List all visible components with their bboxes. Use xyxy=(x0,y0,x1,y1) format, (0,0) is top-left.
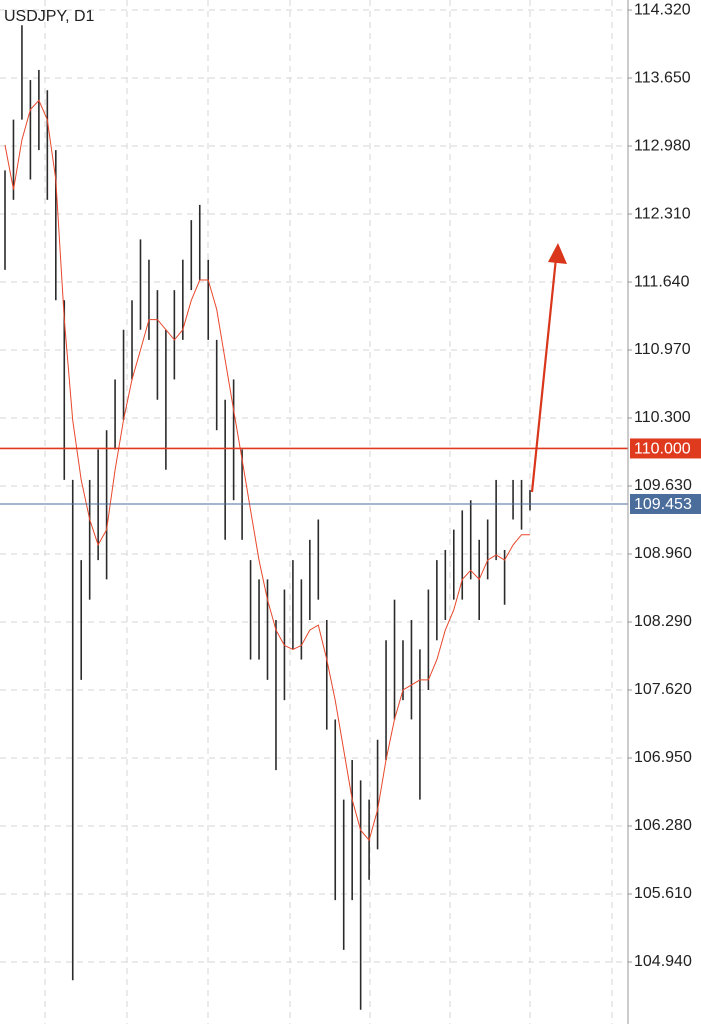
level-label: 109.453 xyxy=(634,496,692,513)
y-tick-label: 112.980 xyxy=(634,137,691,154)
arrow-annotation xyxy=(530,243,567,493)
grid xyxy=(0,0,628,1024)
y-tick-label: 110.300 xyxy=(634,409,691,426)
y-tick-label: 107.620 xyxy=(634,681,692,698)
y-tick-label: 108.960 xyxy=(634,545,692,562)
level-label: 110.000 xyxy=(634,441,691,458)
y-tick-label: 114.320 xyxy=(634,1,691,18)
chart-title: USDJPY, D1 xyxy=(4,8,95,25)
y-tick-label: 104.940 xyxy=(634,953,692,970)
y-tick-label: 109.630 xyxy=(634,477,692,494)
moving-average xyxy=(4,99,530,842)
y-tick-label: 105.610 xyxy=(634,885,692,902)
y-tick-label: 106.280 xyxy=(634,817,692,834)
y-tick-label: 110.970 xyxy=(634,341,691,358)
y-tick-label: 111.640 xyxy=(634,273,690,290)
arrow-shaft xyxy=(530,257,558,493)
y-tick-label: 106.950 xyxy=(634,749,692,766)
arrow-head xyxy=(548,243,567,264)
price-axis: 114.320 113.650 112.980 112.310 111.640 110.9… xyxy=(628,1,701,970)
level-label-box xyxy=(630,493,701,514)
level-label-box xyxy=(630,438,701,459)
plot xyxy=(0,25,628,1010)
y-tick-label: 112.310 xyxy=(634,205,691,222)
y-tick-label: 108.290 xyxy=(634,613,692,630)
y-tick-label: 113.650 xyxy=(634,69,691,86)
